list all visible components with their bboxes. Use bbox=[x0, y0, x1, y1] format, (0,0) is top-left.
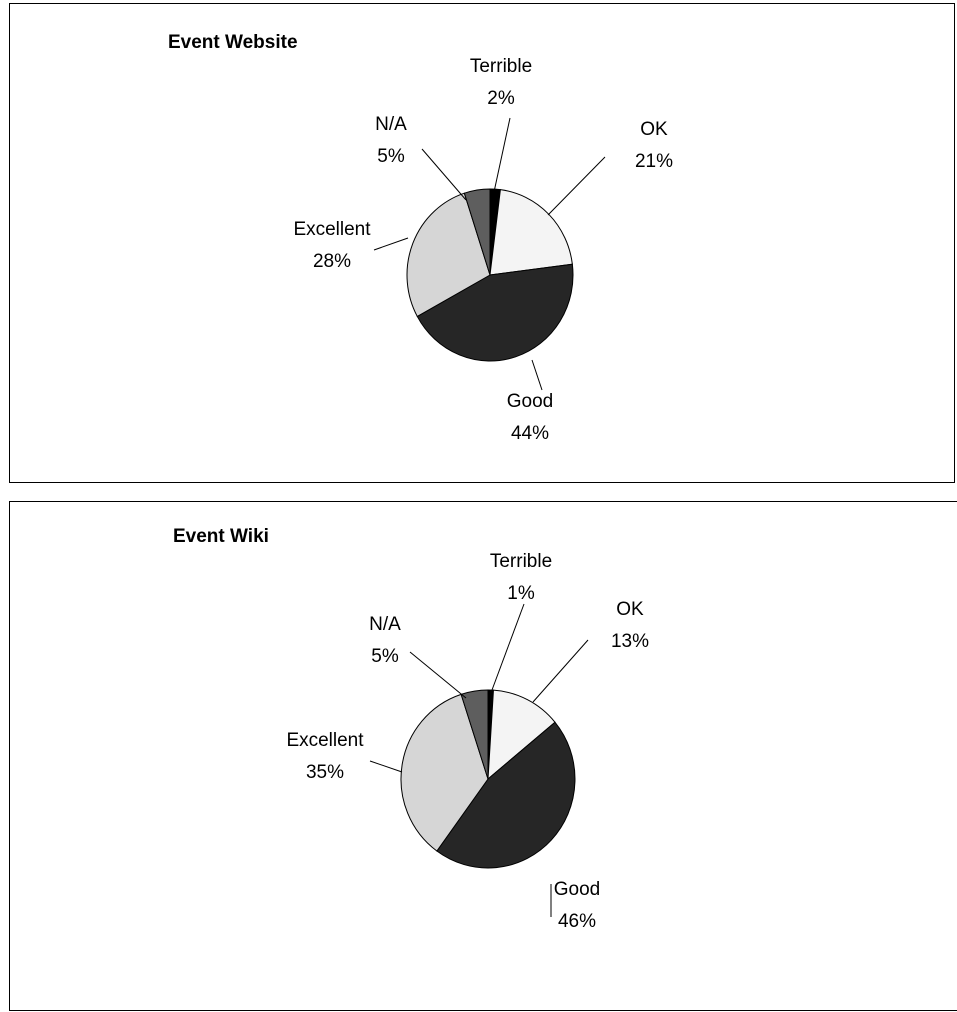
leader-line-terrible bbox=[491, 603, 525, 691]
slice-value-good: 46% bbox=[558, 911, 596, 932]
slice-label-ok: OK bbox=[616, 599, 644, 620]
pie-slice-good bbox=[416, 263, 574, 362]
chart-panel-wiki: Event Wiki Terrible 1% OK 13% Good 46% Excelle… bbox=[9, 501, 957, 1011]
leader-line-terrible bbox=[493, 117, 511, 193]
leader-line-ok bbox=[532, 639, 589, 703]
slice-label-good: Good bbox=[507, 391, 553, 412]
leader-line-n-a bbox=[421, 148, 467, 201]
slice-label-excellent: Excellent bbox=[293, 219, 371, 240]
chart-panel-website: Event Website Terrible 2% OK 21% Good 44% Exce… bbox=[9, 3, 955, 483]
pie-slices bbox=[400, 689, 576, 869]
leader-line-ok bbox=[547, 156, 606, 216]
slice-value-ok: 21% bbox=[635, 151, 673, 172]
slice-label-good: Good bbox=[554, 879, 600, 900]
pie-slice-n-a bbox=[463, 188, 491, 276]
chart-title: Event Website bbox=[168, 32, 298, 53]
pie-labels: Terrible 1% OK 13% Good 46% Excellent 35% N/A 5% bbox=[286, 551, 649, 932]
leader-line-good bbox=[531, 359, 543, 391]
slice-value-excellent: 28% bbox=[313, 251, 351, 272]
leader-line-excellent bbox=[373, 237, 409, 251]
slice-value-excellent: 35% bbox=[306, 762, 344, 783]
slice-label-excellent: Excellent bbox=[286, 730, 364, 751]
leader-line-n-a bbox=[409, 651, 467, 699]
slice-value-terrible: 2% bbox=[487, 88, 515, 109]
pie-slice-ok bbox=[487, 689, 556, 781]
slice-label-n-a: N/A bbox=[375, 114, 407, 135]
pie-slices bbox=[406, 188, 574, 362]
pie-chart-website: Event Website Terrible 2% OK 21% Good 44% Exce… bbox=[168, 32, 673, 444]
slice-label-terrible: Terrible bbox=[470, 56, 532, 77]
slice-value-terrible: 1% bbox=[507, 583, 535, 604]
pie-slice-excellent bbox=[406, 192, 491, 318]
pie-labels: Terrible 2% OK 21% Good 44% Excellent 28% N/A 5% bbox=[293, 56, 673, 444]
slice-value-ok: 13% bbox=[611, 631, 649, 652]
chart-title: Event Wiki bbox=[173, 526, 269, 547]
pie-slice-good bbox=[436, 721, 576, 869]
slice-value-good: 44% bbox=[511, 423, 549, 444]
slice-value-n-a: 5% bbox=[377, 146, 405, 167]
slice-label-n-a: N/A bbox=[369, 614, 401, 635]
leader-line-excellent bbox=[369, 760, 403, 773]
pie-chart-wiki: Event Wiki Terrible 1% OK 13% Good 46% Excelle… bbox=[173, 526, 649, 932]
slice-value-n-a: 5% bbox=[371, 646, 399, 667]
pie-slice-excellent bbox=[400, 693, 489, 852]
slice-label-ok: OK bbox=[640, 119, 668, 140]
slice-label-terrible: Terrible bbox=[490, 551, 552, 572]
